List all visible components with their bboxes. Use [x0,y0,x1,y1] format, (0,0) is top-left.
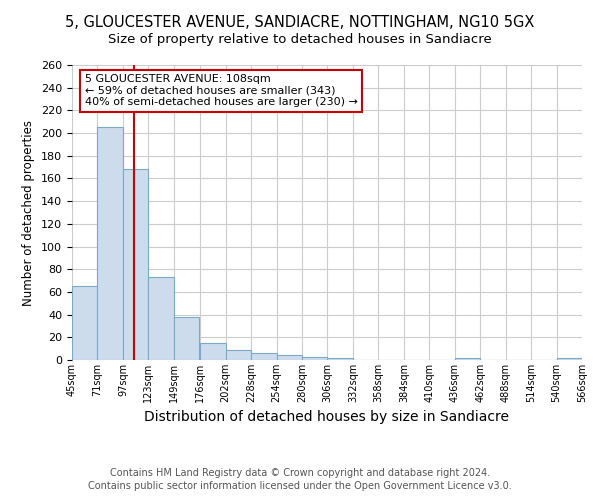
Bar [455,358,480,360]
Bar [277,356,302,360]
Bar [123,170,148,360]
Text: Size of property relative to detached houses in Sandiacre: Size of property relative to detached ho… [108,32,492,46]
Bar [97,128,123,360]
Bar [72,286,97,360]
Text: 5, GLOUCESTER AVENUE, SANDIACRE, NOTTINGHAM, NG10 5GX: 5, GLOUCESTER AVENUE, SANDIACRE, NOTTING… [65,15,535,30]
Y-axis label: Number of detached properties: Number of detached properties [22,120,35,306]
Text: Contains HM Land Registry data © Crown copyright and database right 2024.: Contains HM Land Registry data © Crown c… [110,468,490,477]
Bar [251,353,277,360]
Bar [200,343,226,360]
Text: Contains public sector information licensed under the Open Government Licence v3: Contains public sector information licen… [88,481,512,491]
Bar [557,358,582,360]
Bar [174,317,199,360]
Bar [148,277,174,360]
Bar [328,358,353,360]
X-axis label: Distribution of detached houses by size in Sandiacre: Distribution of detached houses by size … [145,410,509,424]
Bar [226,350,251,360]
Text: 5 GLOUCESTER AVENUE: 108sqm
← 59% of detached houses are smaller (343)
40% of se: 5 GLOUCESTER AVENUE: 108sqm ← 59% of det… [85,74,358,108]
Bar [302,356,328,360]
